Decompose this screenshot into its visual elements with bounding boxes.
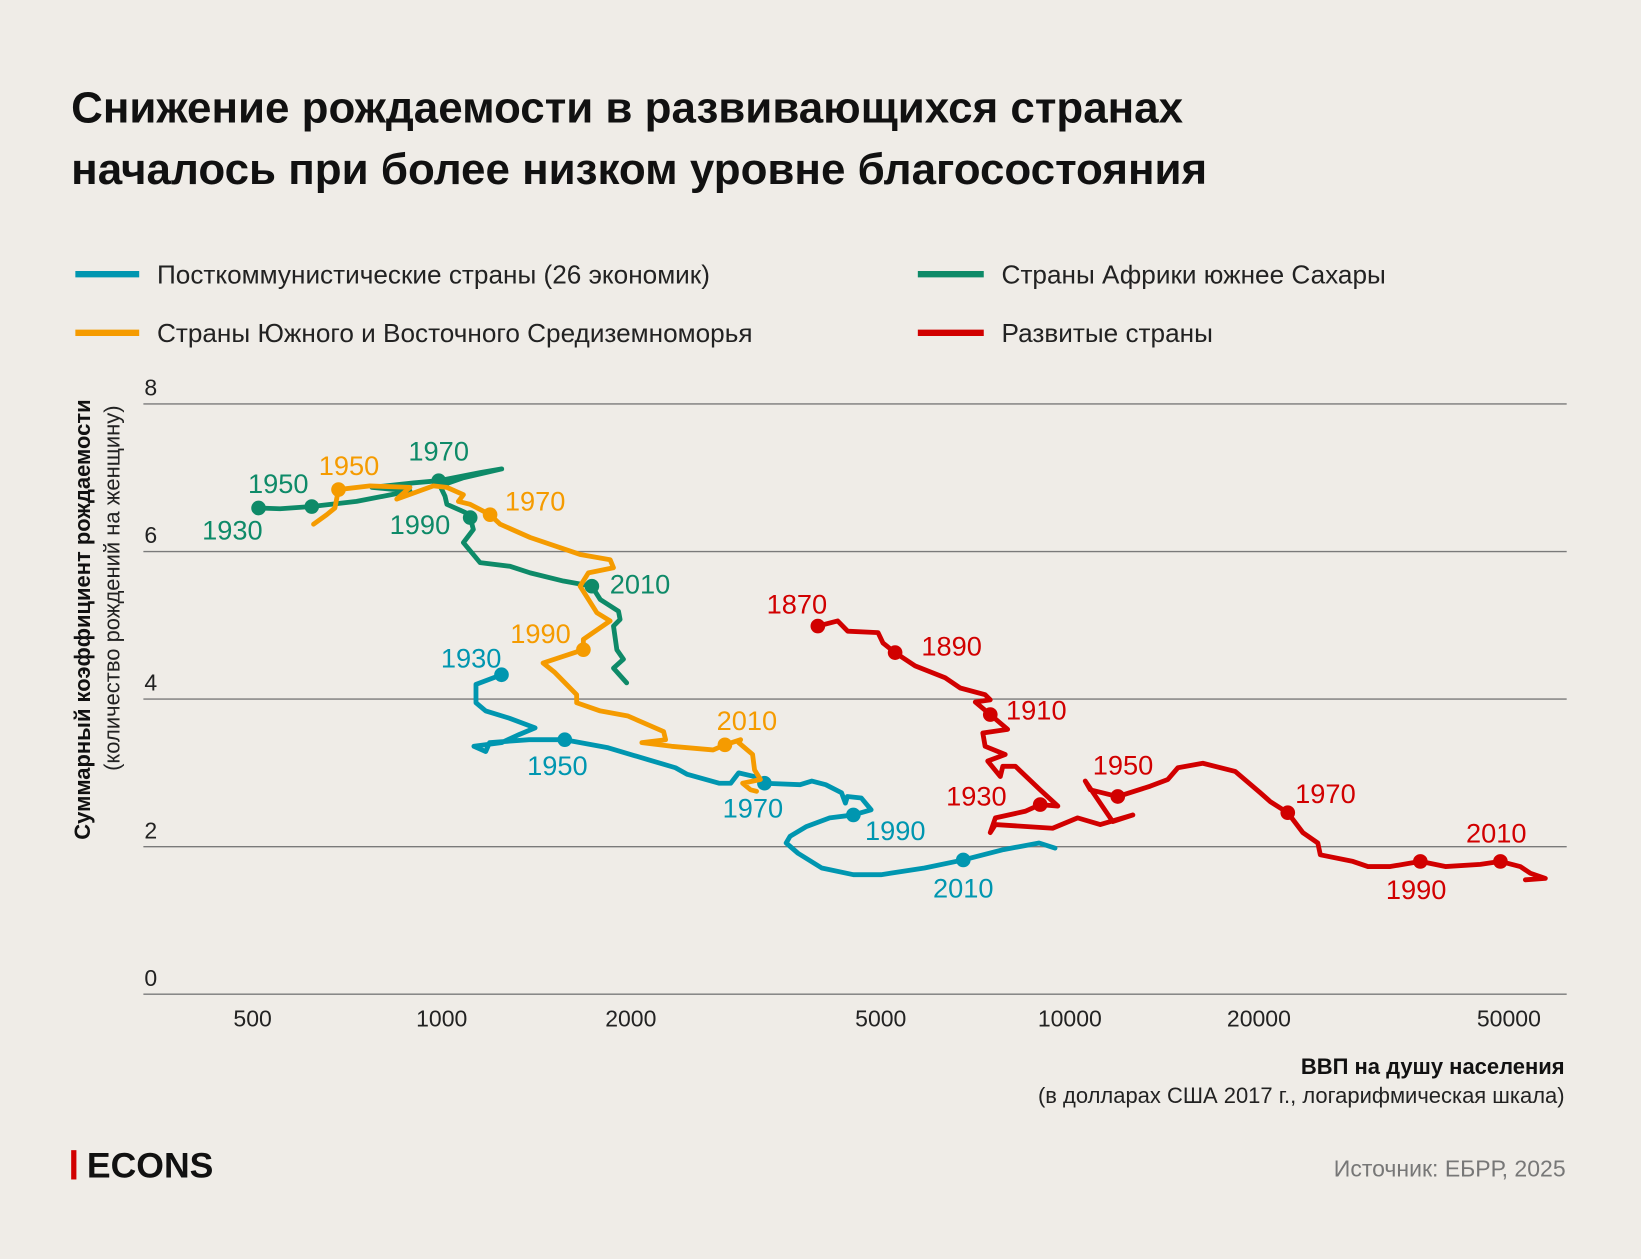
source-note: Источник: ЕБРР, 2025	[1334, 1155, 1566, 1181]
year-label-postcommunist-1950: 1950	[527, 750, 588, 781]
year-label-africa-1950: 1950	[248, 468, 309, 499]
year-marker-developed-1930	[1032, 797, 1048, 812]
year-marker-mediterranean-1990	[576, 642, 591, 657]
year-label-mediterranean-1970: 1970	[505, 485, 566, 516]
year-label-developed-1970: 1970	[1295, 778, 1356, 809]
year-label-developed-1910: 1910	[1006, 695, 1067, 726]
year-label-developed-1890: 1890	[921, 631, 982, 662]
legend-label-developed: Развитые страны	[1002, 318, 1213, 348]
year-marker-developed-1970	[1280, 805, 1296, 821]
year-label-developed-1930: 1930	[946, 781, 1007, 812]
year-marker-developed-2010	[1493, 854, 1508, 869]
year-label-mediterranean-1990: 1990	[510, 618, 571, 649]
year-label-postcommunist-1990: 1990	[865, 815, 926, 846]
y-tick-label: 0	[144, 965, 157, 991]
gridlines	[143, 403, 1567, 995]
year-marker-postcommunist-1930	[494, 667, 509, 683]
x-tick-label: 10000	[1038, 1006, 1102, 1032]
year-marker-developed-1870	[810, 618, 826, 634]
legend-label-postcommunist: Посткоммунистические страны (26 экономик…	[157, 260, 710, 290]
year-marker-africa-2010	[584, 578, 600, 594]
year-label-developed-1990: 1990	[1386, 874, 1447, 905]
x-tick-label: 50000	[1477, 1006, 1541, 1032]
year-marker-africa-1930	[251, 500, 266, 516]
year-label-developed-1870: 1870	[767, 588, 828, 619]
x-axis-title: ВВП на душу населения	[1301, 1054, 1565, 1079]
chart-title-line2: началось при более низком уровне благосо…	[71, 145, 1207, 194]
year-label-postcommunist-1930: 1930	[441, 642, 502, 673]
year-marker-developed-1990	[1413, 854, 1428, 869]
x-tick-labels: 500 1000 2000 5000 10000 20000 50000	[233, 1006, 1540, 1032]
x-tick-label: 5000	[855, 1006, 906, 1032]
plot-area: 1930195019701990201019301950197019902010…	[202, 436, 1548, 905]
series-line-postcommunist	[471, 672, 1058, 878]
x-tick-label: 20000	[1227, 1006, 1291, 1032]
year-marker-postcommunist-2010	[955, 852, 971, 868]
y-tick-label: 8	[144, 375, 157, 401]
year-marker-postcommunist-1950	[557, 732, 573, 748]
series-line-mediterranean	[311, 483, 763, 794]
x-tick-label: 1000	[416, 1006, 467, 1032]
logo: ECONS	[71, 1145, 213, 1185]
legend-label-mediterranean: Страны Южного и Восточного Средиземномор…	[157, 318, 753, 348]
year-marker-africa-1950	[304, 499, 320, 514]
year-label-developed-2010: 2010	[1466, 817, 1527, 848]
year-label-developed-1950: 1950	[1093, 749, 1154, 780]
legend-label-africa: Страны Африки южнее Сахары	[1002, 260, 1386, 290]
year-label-mediterranean-2010: 2010	[717, 705, 778, 736]
year-label-postcommunist-1970: 1970	[723, 793, 784, 824]
x-axis-subtitle: (в долларах США 2017 г., логарифмическая…	[1038, 1083, 1565, 1108]
year-marker-mediterranean-1970	[482, 507, 498, 522]
y-tick-label: 4	[144, 670, 157, 696]
year-marker-developed-1890	[887, 645, 903, 660]
chart-title-line1: Снижение рождаемости в развивающихся стр…	[71, 83, 1183, 132]
year-label-mediterranean-1950: 1950	[319, 450, 380, 481]
year-marker-postcommunist-1990	[846, 807, 861, 823]
logo-text: ECONS	[87, 1145, 214, 1185]
year-marker-africa-1990	[462, 510, 478, 525]
year-label-africa-1990: 1990	[390, 509, 451, 540]
y-tick-label: 2	[144, 817, 157, 843]
y-axis-title: Суммарный коэффициент рождаемости	[70, 399, 95, 839]
year-marker-mediterranean-1950	[331, 482, 346, 497]
series-line-developed	[815, 618, 1548, 883]
y-axis-subtitle: (количество рождений на женщину)	[99, 405, 124, 770]
year-label-africa-1970: 1970	[408, 436, 469, 467]
year-label-postcommunist-2010: 2010	[933, 872, 994, 903]
logo-bar	[71, 1150, 77, 1180]
x-tick-label: 2000	[605, 1006, 656, 1032]
year-label-africa-2010: 2010	[610, 568, 671, 599]
x-tick-label: 500	[233, 1006, 271, 1032]
y-tick-label: 6	[144, 522, 157, 548]
year-marker-developed-1950	[1110, 789, 1126, 804]
year-marker-mediterranean-2010	[717, 737, 733, 753]
series-mediterranean: 1950 1970 1990 2010	[311, 450, 778, 794]
year-marker-developed-1910	[982, 707, 998, 722]
y-tick-labels: 0 2 4 6 8	[144, 375, 157, 991]
year-label-africa-1930: 1930	[202, 514, 263, 545]
legend: Посткоммунистические страны (26 экономик…	[75, 260, 1386, 348]
